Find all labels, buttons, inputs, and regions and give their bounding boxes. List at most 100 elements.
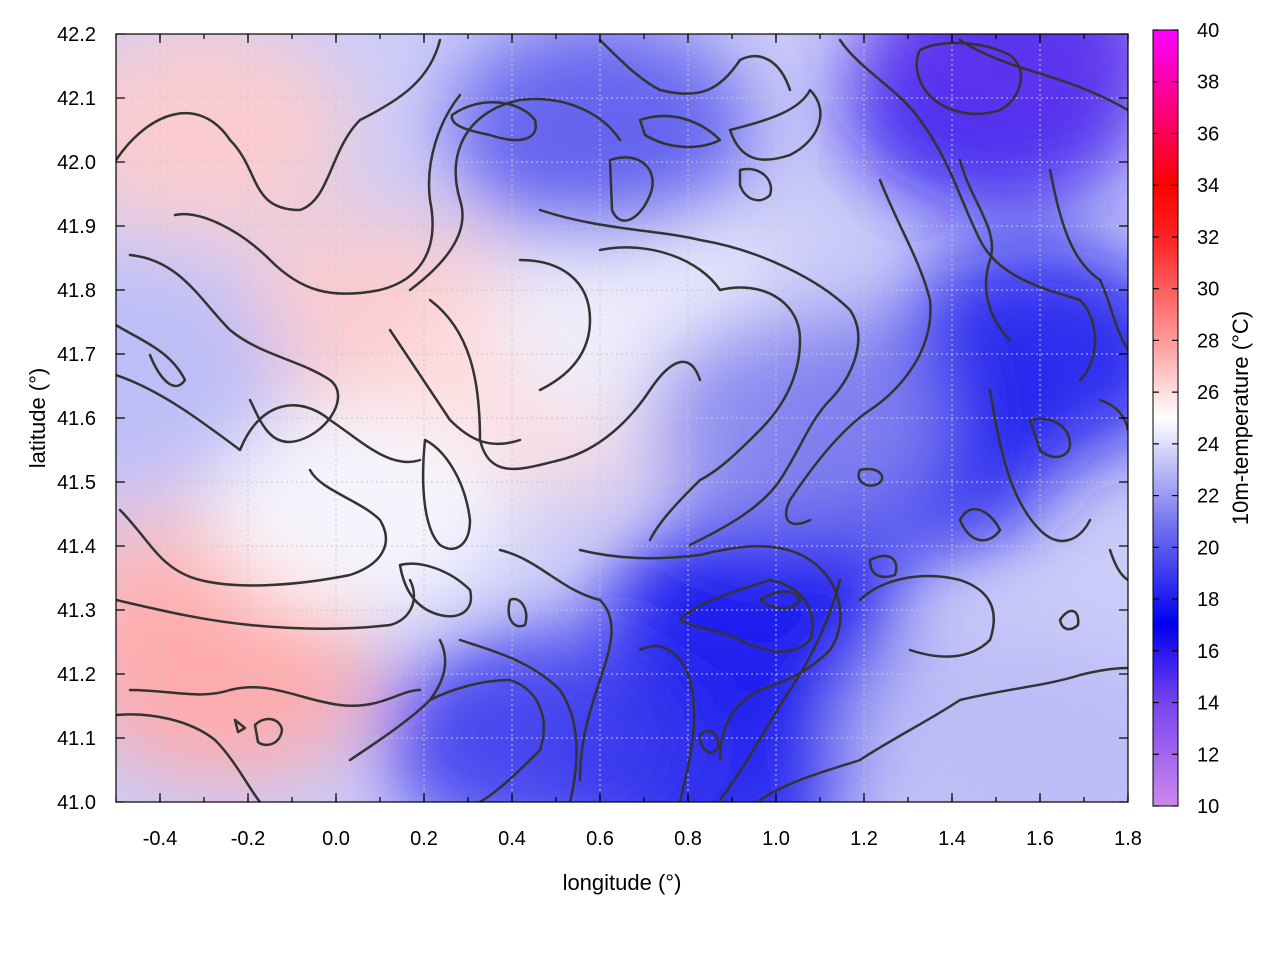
contour-line bbox=[173, 93, 462, 295]
colorbar-tick-label: 40 bbox=[1197, 20, 1219, 42]
colorbar-gradient bbox=[1152, 29, 1179, 807]
contour-line bbox=[116, 323, 187, 388]
colorbar-tick-label: 12 bbox=[1197, 744, 1219, 766]
contour-line bbox=[728, 88, 822, 161]
colorbar-tick-label: 28 bbox=[1197, 330, 1219, 352]
contour-line bbox=[538, 208, 860, 547]
contour-line bbox=[988, 388, 1092, 542]
x-tick-label: 1.2 bbox=[850, 828, 878, 850]
contour-line bbox=[253, 717, 284, 747]
contour-line bbox=[118, 468, 388, 587]
contour-line bbox=[128, 253, 340, 444]
plot-area bbox=[116, 34, 1128, 802]
y-tick-label: 41.4 bbox=[57, 536, 96, 558]
y-tick-label: 41.3 bbox=[57, 600, 96, 622]
y-axis: 41.0 41.1 41.2 41.3 41.4 41.5 41.6 41.7 41.8 41.9… bbox=[57, 24, 1128, 814]
y-tick-label: 42.0 bbox=[57, 152, 96, 174]
colorbar-tick-label: 34 bbox=[1197, 175, 1219, 197]
contour-line bbox=[116, 373, 422, 464]
contour-line bbox=[398, 562, 473, 618]
contour-line bbox=[758, 666, 1128, 802]
y-axis-title: latitude (°) bbox=[25, 368, 50, 469]
contour-line bbox=[638, 645, 696, 802]
contour-line bbox=[698, 729, 720, 754]
heatmap-region-neutral-west-valley bbox=[208, 404, 508, 624]
contour-line bbox=[450, 101, 538, 142]
x-tick-label: -0.2 bbox=[231, 828, 265, 850]
contour-line bbox=[598, 246, 802, 542]
colorbar-tick-label: 22 bbox=[1197, 486, 1219, 508]
x-tick-label: 0.6 bbox=[586, 828, 614, 850]
contour-line bbox=[678, 578, 814, 653]
y-tick-label: 41.6 bbox=[57, 408, 96, 430]
contour-line bbox=[718, 578, 842, 802]
contour-line bbox=[758, 590, 802, 610]
heatmap-field bbox=[116, 34, 1128, 802]
y-tick-label: 41.2 bbox=[57, 664, 96, 686]
colorbar-tick-label: 10 bbox=[1197, 796, 1219, 818]
colorbar-tick-label: 16 bbox=[1197, 641, 1219, 663]
colorbar-tick-label: 30 bbox=[1197, 279, 1219, 301]
contour-line bbox=[1098, 398, 1128, 432]
x-tick-label: 0.4 bbox=[498, 828, 526, 850]
contour-line bbox=[1058, 609, 1080, 631]
colorbar-tick-label: 26 bbox=[1197, 382, 1219, 404]
contour-line bbox=[915, 41, 1022, 116]
contour-line bbox=[868, 554, 898, 579]
x-tick-label: 0.8 bbox=[674, 828, 702, 850]
x-axis: -0.4 -0.2 0.0 0.2 0.4 0.6 0.8 1.0 1.2 1.4 1.6 1.8 bbox=[115, 34, 1142, 850]
contour-line bbox=[608, 156, 654, 222]
contour-line bbox=[578, 545, 842, 762]
x-tick-label: 1.8 bbox=[1114, 828, 1142, 850]
heatmap-region-warm-northwest bbox=[116, 34, 354, 240]
contour-lines bbox=[116, 38, 1128, 802]
contour-line bbox=[388, 328, 522, 446]
contour-line bbox=[1108, 548, 1128, 582]
colorbar-tick-label: 20 bbox=[1197, 537, 1219, 559]
grid-lines bbox=[116, 34, 1128, 802]
heatmap-region-cool-valley-south bbox=[384, 628, 684, 802]
colorbar-tick-label: 18 bbox=[1197, 589, 1219, 611]
x-tick-label: 0.2 bbox=[410, 828, 438, 850]
heatmap-region-cool-pocket-west bbox=[116, 263, 288, 484]
y-tick-label: 41.0 bbox=[57, 792, 96, 814]
contour-line bbox=[838, 38, 1097, 382]
x-tick-label: 1.6 bbox=[1026, 828, 1054, 850]
colorbar-tick-label: 38 bbox=[1197, 72, 1219, 94]
contour-line bbox=[408, 97, 622, 292]
contour-line bbox=[958, 158, 1012, 342]
contour-line bbox=[858, 574, 995, 658]
heatmap-region-sea-southeast-2 bbox=[934, 660, 1128, 802]
contour-line bbox=[638, 114, 722, 149]
colorbar-ticks: 10 12 14 16 18 20 22 24 26 28 30 32 34 36 38 40 bbox=[1153, 20, 1219, 818]
contour-line bbox=[1028, 417, 1072, 459]
contour-line bbox=[116, 38, 442, 212]
contour-line bbox=[428, 678, 545, 802]
y-tick-label: 41.8 bbox=[57, 280, 96, 302]
contour-line bbox=[507, 597, 528, 628]
contour-line bbox=[128, 686, 422, 708]
contour-line bbox=[958, 508, 1002, 542]
contour-line bbox=[958, 38, 1128, 112]
contour-line bbox=[498, 548, 613, 782]
x-tick-label: 0.0 bbox=[322, 828, 350, 850]
contour-line bbox=[784, 178, 932, 526]
colorbar-title: 10m-temperature (°C) bbox=[1228, 311, 1253, 525]
contour-line bbox=[518, 258, 592, 392]
y-tick-label: 42.1 bbox=[57, 88, 96, 110]
contour-line bbox=[116, 578, 416, 630]
colorbar-tick-label: 14 bbox=[1197, 693, 1219, 715]
y-tick-label: 41.7 bbox=[57, 344, 96, 366]
y-tick-label: 42.2 bbox=[57, 24, 96, 46]
x-axis-title: longitude (°) bbox=[563, 870, 682, 895]
y-tick-label: 41.9 bbox=[57, 216, 96, 238]
contour-line bbox=[857, 467, 884, 487]
contour-line bbox=[421, 438, 472, 551]
contour-line bbox=[458, 638, 578, 802]
y-tick-label: 41.1 bbox=[57, 728, 96, 750]
contour-line bbox=[598, 38, 792, 95]
colorbar: 10 12 14 16 18 20 22 24 26 28 30 32 34 36 38 40 10m-tem… bbox=[1152, 20, 1253, 818]
colorbar-tick-label: 36 bbox=[1197, 123, 1219, 145]
heatmap-region-cold-northeast-corner bbox=[868, 34, 1128, 157]
